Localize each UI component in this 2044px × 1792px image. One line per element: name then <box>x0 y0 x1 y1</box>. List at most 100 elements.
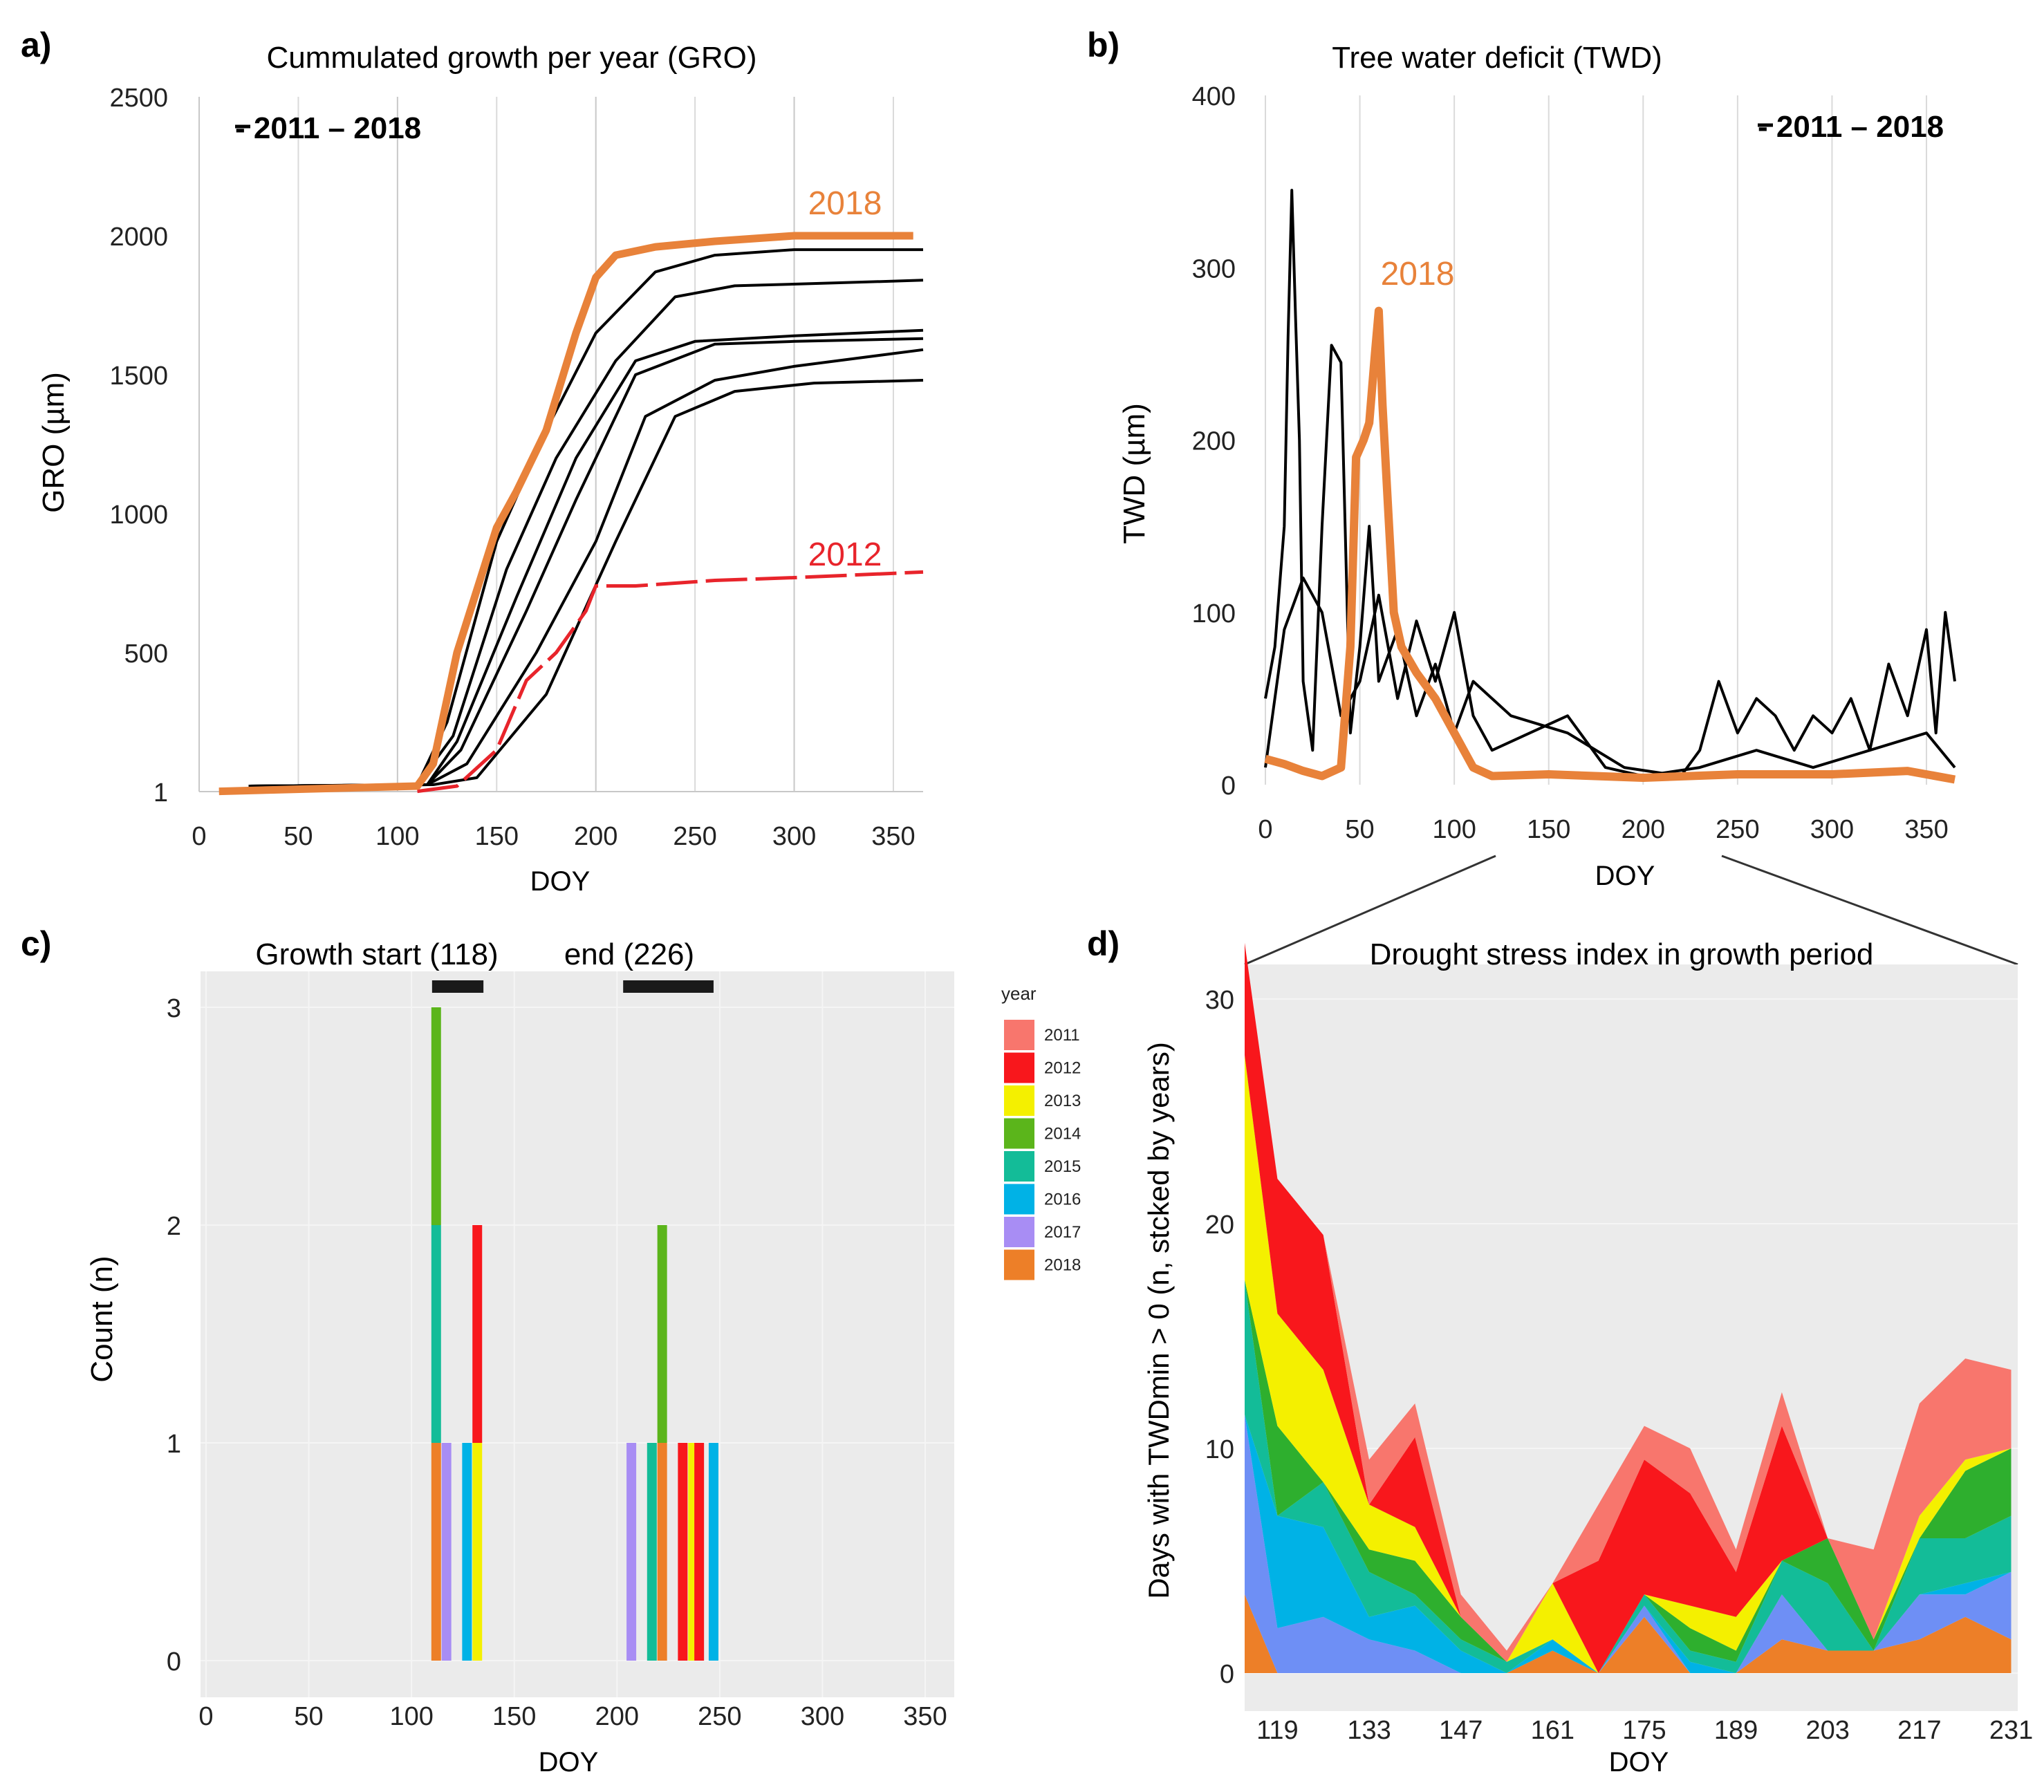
legend-label-2016: 2016 <box>1044 1191 1081 1209</box>
x-tick-label: 189 <box>1714 1716 1758 1745</box>
y-tick-label: 2 <box>167 1212 181 1241</box>
x-tick-label: 300 <box>1810 815 1854 844</box>
y-axis-label: Days with TWDmin > 0 (n, stcked by years… <box>1142 1042 1175 1599</box>
y-tick-label: 400 <box>1192 82 1236 111</box>
x-tick-label: 300 <box>801 1702 844 1731</box>
legend-label-2018: 2018 <box>1044 1256 1081 1275</box>
series-line-20112018d <box>248 337 924 787</box>
y-tick-label: 20 <box>1205 1211 1234 1240</box>
legend-title: year <box>1001 983 1037 1004</box>
chart-title: Drought stress index in growth period <box>1370 937 1874 971</box>
x-tick-label: 50 <box>284 822 313 851</box>
legend-swatch-2017 <box>1004 1217 1034 1247</box>
y-axis-label: Count (n) <box>85 1256 119 1382</box>
y-tick-label: 0 <box>167 1648 181 1677</box>
legend-swatch-2018 <box>1004 1249 1034 1280</box>
zoom-connector-lines <box>1244 855 2018 966</box>
chart-title-end: end (226) <box>564 937 694 971</box>
series-line-2018 <box>219 232 913 796</box>
bar-segment-2014 <box>431 1007 441 1225</box>
bar-segment-2015 <box>431 1225 441 1443</box>
area-2018 <box>1245 1594 2012 1673</box>
legend-label-2011: 2011 <box>1044 1026 1080 1045</box>
y-tick-label: 500 <box>124 640 168 669</box>
y-tick-label: 1 <box>154 778 168 808</box>
x-tick-label: 350 <box>903 1702 947 1731</box>
y-tick-label: 2000 <box>109 223 168 252</box>
bar-segment-2012 <box>472 1225 483 1443</box>
x-tick-label: 0 <box>198 1702 213 1731</box>
series-line-20112018b <box>248 279 924 787</box>
legend-swatch-2016 <box>1004 1184 1034 1215</box>
bar-segment-2016 <box>708 1443 718 1661</box>
y-tick-label: 1 <box>167 1430 181 1459</box>
series-line-20112018f <box>248 379 924 787</box>
range-bar-end <box>623 980 714 993</box>
bar-segment-2014 <box>657 1225 667 1443</box>
x-axis-label: DOY <box>530 866 591 897</box>
x-tick-label: 350 <box>1904 815 1948 844</box>
y-tick-label: 10 <box>1205 1435 1234 1464</box>
legend-swatch-2011 <box>1004 1020 1034 1050</box>
legend-swatch-2012 <box>1004 1052 1034 1083</box>
x-tick-label: 250 <box>673 822 716 851</box>
area-2017 <box>1245 1415 2012 1673</box>
x-tick-label: 0 <box>192 822 206 851</box>
annotation-2018: 2018 <box>808 185 882 222</box>
x-tick-label: 217 <box>1897 1716 1941 1745</box>
y-axis-label: GRO (µm) <box>37 372 71 513</box>
zoom-line-left <box>1244 855 1496 966</box>
plot-area <box>201 971 954 1697</box>
x-tick-label: 161 <box>1531 1716 1574 1745</box>
bar-segment-2012 <box>694 1443 705 1661</box>
panel-b: b) Tree water deficit (TWD) DOY TWD (µm)… <box>1087 26 1956 891</box>
legend-swatch-2013 <box>1004 1085 1034 1116</box>
x-tick-label: 250 <box>1716 815 1759 844</box>
y-tick-label: 2500 <box>109 84 168 113</box>
bar-segment-2012 <box>678 1443 688 1661</box>
bar-segment-2018 <box>431 1443 441 1661</box>
x-tick-label: 119 <box>1256 1716 1299 1745</box>
x-tick-label: 203 <box>1806 1716 1850 1745</box>
legend-label-2012: 2012 <box>1044 1059 1081 1078</box>
y-tick-label: 300 <box>1192 254 1236 283</box>
x-tick-label: 100 <box>389 1702 433 1731</box>
x-tick-label: 231 <box>1989 1716 2033 1745</box>
x-tick-label: 200 <box>1622 815 1665 844</box>
x-tick-label: 150 <box>492 1702 536 1731</box>
legend-text: - 2011 – 2018 <box>235 111 421 145</box>
x-axis-label: DOY <box>1595 861 1655 891</box>
x-tick-label: 147 <box>1439 1716 1483 1745</box>
legend-label-2017: 2017 <box>1044 1223 1081 1242</box>
x-axis-label: DOY <box>539 1747 599 1777</box>
x-axis-label: DOY <box>1609 1747 1669 1777</box>
y-tick-label: 3 <box>167 994 181 1023</box>
y-tick-label: 0 <box>1220 1660 1234 1689</box>
annotation-2018: 2018 <box>1381 256 1455 292</box>
y-axis-label: TWD (µm) <box>1117 403 1151 544</box>
chart-title: Cummulated growth per year (GRO) <box>266 41 756 75</box>
panel-a: a) Cummulated growth per year (GRO) DOY … <box>21 26 924 897</box>
x-tick-label: 133 <box>1347 1716 1391 1745</box>
y-tick-label: 30 <box>1205 986 1234 1015</box>
bar-segment-2015 <box>647 1443 657 1661</box>
area-2012 <box>1245 942 2012 1673</box>
y-tick-label: 1000 <box>109 501 168 530</box>
legend-label-2013: 2013 <box>1044 1092 1081 1110</box>
bar-segment-2016 <box>462 1443 472 1661</box>
series-line-20112018a <box>248 248 923 787</box>
zoom-line-right <box>1721 855 2018 966</box>
series-line-20112018e <box>248 348 924 787</box>
panel-label: c) <box>21 924 51 963</box>
range-bar-start <box>431 980 484 993</box>
panel-c: c) Growth start (118) end (226) DOY Coun… <box>21 924 1081 1777</box>
plot-background <box>201 971 954 1697</box>
legend-swatch-2015 <box>1004 1151 1034 1182</box>
x-tick-label: 150 <box>1527 815 1570 844</box>
series-line-2018 <box>1264 306 1956 784</box>
area-2014 <box>1245 1280 2012 1673</box>
x-tick-label: 350 <box>871 822 915 851</box>
annotation-2012: 2012 <box>808 536 882 573</box>
y-tick-label: 0 <box>1221 772 1236 801</box>
